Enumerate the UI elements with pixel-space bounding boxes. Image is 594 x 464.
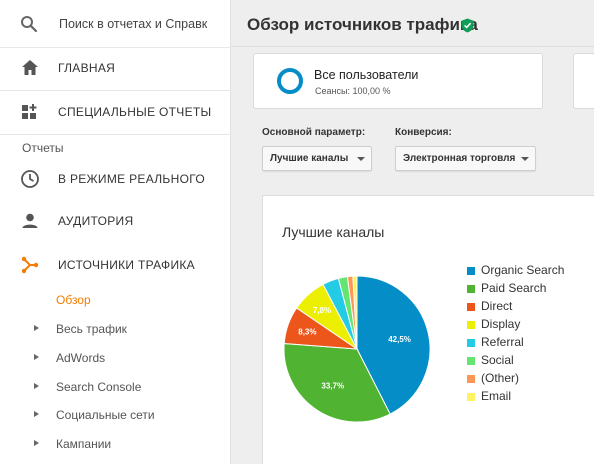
person-icon [20,211,40,231]
expand-arrow-icon[interactable] [34,354,39,360]
legend-swatch [467,375,475,383]
add-segment-card[interactable] [573,53,594,109]
sidebar-subitem-label: Кампании [56,437,112,451]
legend-label: (Other) [481,371,520,385]
search-bar[interactable]: Поиск в отчетах и Справк [0,0,231,48]
legend-label: Paid Search [481,281,547,295]
legend-swatch [467,321,475,329]
legend-swatch [467,267,475,275]
pie-data-label: 7,8% [313,306,331,315]
sidebar-subitem-social[interactable]: Социальные сети [0,403,231,429]
chart-title: Лучшие каналы [282,224,385,240]
chevron-down-icon [357,157,365,161]
segment-sessions: Сеансы: 100,00 % [315,86,391,96]
legend-swatch [467,285,475,293]
legend-swatch [467,393,475,401]
legend-swatch [467,357,475,365]
sidebar-subitem-label: Search Console [56,380,142,394]
search-input[interactable]: Поиск в отчетах и Справк [59,17,208,31]
sidebar-item-realtime[interactable]: В РЕЖИМЕ РЕАЛЬНОГО [0,159,231,199]
pie-data-label: 42,5% [388,335,411,344]
pie-data-label: 8,3% [298,328,316,337]
acquisition-icon [20,255,40,275]
chart-card: Лучшие каналы 42,5% 33,7% 8,3% 7,8% Organic… [262,195,594,464]
sidebar-item-label: ГЛАВНАЯ [58,61,116,75]
segment-card[interactable]: Все пользователи Сеансы: 100,00 % [253,53,543,109]
reports-section-label: Отчеты [22,141,64,155]
divider [0,134,231,135]
search-icon[interactable] [20,15,38,38]
legend-swatch [467,303,475,311]
pie-chart[interactable]: 42,5% 33,7% 8,3% 7,8% [282,274,432,424]
expand-arrow-icon[interactable] [34,325,39,331]
sidebar-item-home[interactable]: ГЛАВНАЯ [0,48,231,88]
expand-arrow-icon[interactable] [34,411,39,417]
sidebar-subitem-search-console[interactable]: Search Console [0,375,231,401]
divider [0,90,231,91]
divider [231,46,594,47]
primary-dimension-dropdown[interactable]: Лучшие каналы [262,146,372,171]
chevron-down-icon [521,157,529,161]
sidebar-item-label: ИСТОЧНИКИ ТРАФИКА [58,258,195,272]
sidebar-item-acquisition[interactable]: ИСТОЧНИКИ ТРАФИКА [0,245,231,285]
sidebar-subitem-label: Социальные сети [56,408,155,422]
expand-arrow-icon[interactable] [34,440,39,446]
segment-ring-icon [276,67,304,100]
dropdown-value: Лучшие каналы [270,153,349,164]
conversion-dropdown[interactable]: Электронная торговля [395,146,536,171]
sidebar-item-label: В РЕЖИМЕ РЕАЛЬНОГО [58,172,205,186]
main-content: Обзор источников трафика Все пользовател… [231,0,594,464]
legend-label: Direct [481,299,513,313]
pie-slice-email[interactable] [352,275,358,350]
legend-label: Email [481,389,512,403]
expand-arrow-icon[interactable] [34,383,39,389]
legend-swatch [467,339,475,347]
legend-label: Referral [481,335,524,349]
sidebar-item-label: СПЕЦИАЛЬНЫЕ ОТЧЕТЫ [58,105,212,119]
sidebar-subitem-all-traffic[interactable]: Весь трафик [0,317,231,343]
home-icon [20,58,40,78]
dropdown-value: Электронная торговля [403,153,516,164]
sidebar-subitem-adwords[interactable]: AdWords [0,346,231,372]
sidebar-subitem-overview[interactable]: Обзор [0,288,231,314]
conversion-label: Конверсия: [395,127,452,138]
legend-label: Social [481,353,514,367]
sidebar-item-custom-reports[interactable]: СПЕЦИАЛЬНЫЕ ОТЧЕТЫ [0,92,231,132]
sidebar-item-label: АУДИТОРИЯ [58,214,134,228]
sidebar-subitem-label: AdWords [56,351,106,365]
pie-slice-organic-search[interactable] [356,275,431,415]
verified-shield-icon [461,18,474,38]
legend-label: Display [481,317,521,331]
dashboard-add-icon [20,102,40,122]
legend-label: Organic Search [481,263,565,277]
sidebar: Поиск в отчетах и Справк ГЛАВНАЯ СПЕЦИАЛ… [0,0,231,464]
segment-name: Все пользователи [314,68,419,82]
sidebar-subitem-campaigns[interactable]: Кампании [0,432,231,458]
pie-data-label: 33,7% [321,381,344,390]
sidebar-subitem-label: Обзор [56,293,91,307]
sidebar-item-audience[interactable]: АУДИТОРИЯ [0,201,231,241]
sidebar-subitem-label: Весь трафик [56,322,127,336]
page-title: Обзор источников трафика [247,15,478,34]
pie-slice-paid-search[interactable] [283,342,391,423]
primary-dimension-label: Основной параметр: [262,127,366,138]
clock-icon [20,169,40,189]
